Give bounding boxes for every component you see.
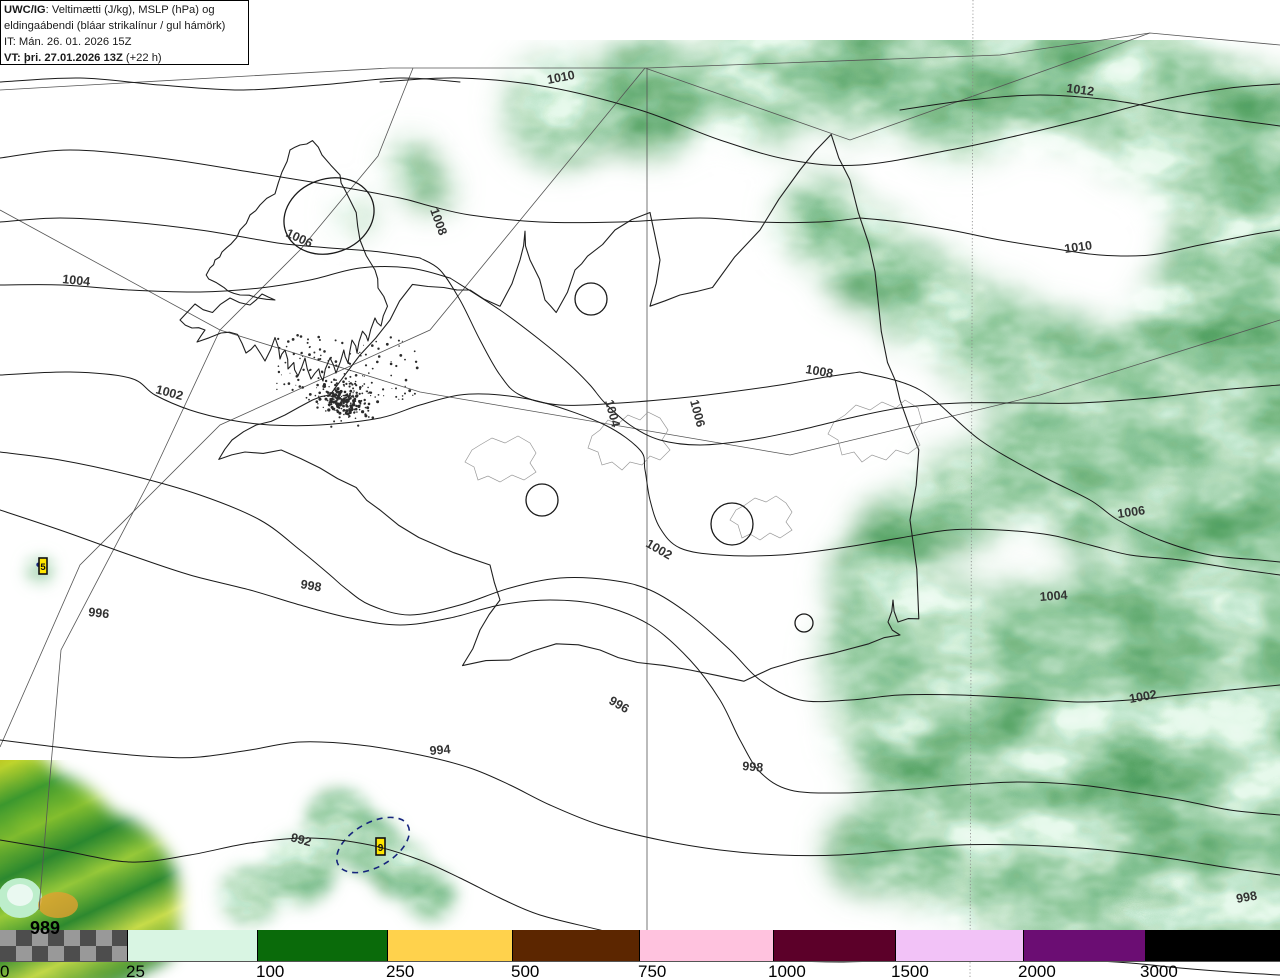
svg-text:5: 5 [40, 562, 46, 573]
svg-text:1004: 1004 [1039, 588, 1068, 604]
svg-text:996: 996 [88, 605, 110, 621]
svg-text:994: 994 [429, 742, 451, 758]
svg-text:998: 998 [742, 759, 764, 775]
svg-text:1004: 1004 [62, 272, 91, 289]
